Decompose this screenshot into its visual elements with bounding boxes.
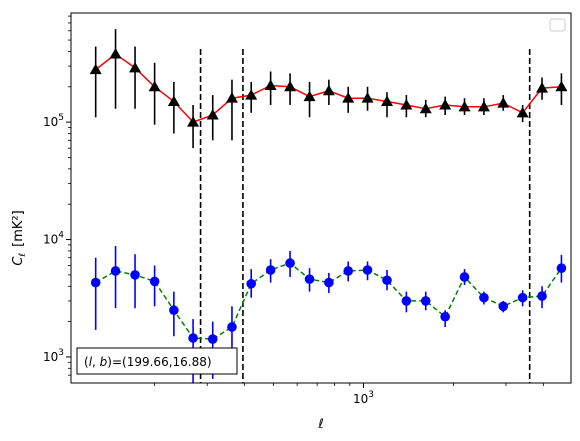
data-point — [497, 97, 510, 108]
data-point — [537, 291, 547, 301]
y-tick-label: 104 — [43, 231, 64, 247]
data-point — [400, 98, 413, 110]
data-point — [459, 272, 470, 282]
plot-content — [89, 29, 568, 383]
axis-ticks: 103 103 104 105 — [43, 15, 544, 406]
data-point — [342, 92, 355, 103]
data-point — [458, 100, 471, 112]
data-point — [381, 95, 394, 106]
data-point — [555, 80, 568, 92]
legend-box — [549, 18, 566, 32]
data-point — [419, 102, 432, 114]
x-tick-label: 103 — [353, 390, 374, 406]
annotation-text: (l, b)=(199.66,16.88) — [84, 355, 212, 369]
y-axis-label-sub: ℓ — [18, 253, 28, 258]
data-point — [439, 98, 452, 110]
series-2 — [90, 246, 567, 383]
data-point — [420, 296, 431, 306]
y-tick-label: 103 — [43, 348, 64, 364]
y-axis-label: Cℓ [mK²] — [11, 210, 28, 265]
data-point — [167, 95, 180, 106]
data-point — [536, 82, 549, 93]
data-point — [148, 80, 161, 92]
data-point — [324, 277, 334, 288]
data-point — [245, 89, 258, 100]
data-point — [129, 61, 142, 73]
data-point — [517, 292, 528, 303]
data-point — [246, 278, 256, 289]
data-point — [343, 266, 353, 276]
data-point — [479, 292, 489, 303]
data-point — [265, 265, 276, 275]
data-point — [227, 322, 237, 332]
data-point — [169, 305, 179, 316]
data-point — [382, 275, 392, 286]
data-point — [284, 80, 297, 92]
data-point — [207, 334, 218, 344]
data-point — [285, 258, 295, 268]
series-1 — [89, 29, 568, 149]
x-axis-label: ℓ — [317, 417, 323, 432]
data-point — [556, 263, 567, 274]
data-point — [264, 79, 277, 91]
annotation-box: (l, b)=(199.66,16.88) — [76, 347, 238, 375]
data-point — [130, 270, 140, 280]
y-axis-label-main: C — [11, 256, 26, 266]
data-point — [361, 92, 374, 103]
data-point — [304, 274, 315, 284]
data-point — [109, 48, 122, 59]
data-point — [149, 276, 160, 287]
data-point — [303, 90, 316, 102]
data-point — [206, 108, 219, 120]
data-point — [440, 311, 450, 322]
data-point — [90, 277, 101, 288]
y-axis-label-unit: [mK²] — [11, 210, 26, 247]
y-tick-label: 105 — [43, 113, 64, 129]
plot-frame — [70, 12, 572, 384]
data-point — [188, 333, 198, 343]
data-point — [187, 116, 200, 127]
data-point — [477, 100, 490, 112]
data-point — [89, 63, 102, 75]
data-point — [110, 266, 121, 276]
data-point — [322, 84, 335, 96]
data-point — [401, 296, 412, 306]
data-point — [498, 301, 509, 312]
data-point — [225, 92, 238, 103]
data-point — [362, 265, 373, 275]
data-point — [516, 106, 529, 118]
